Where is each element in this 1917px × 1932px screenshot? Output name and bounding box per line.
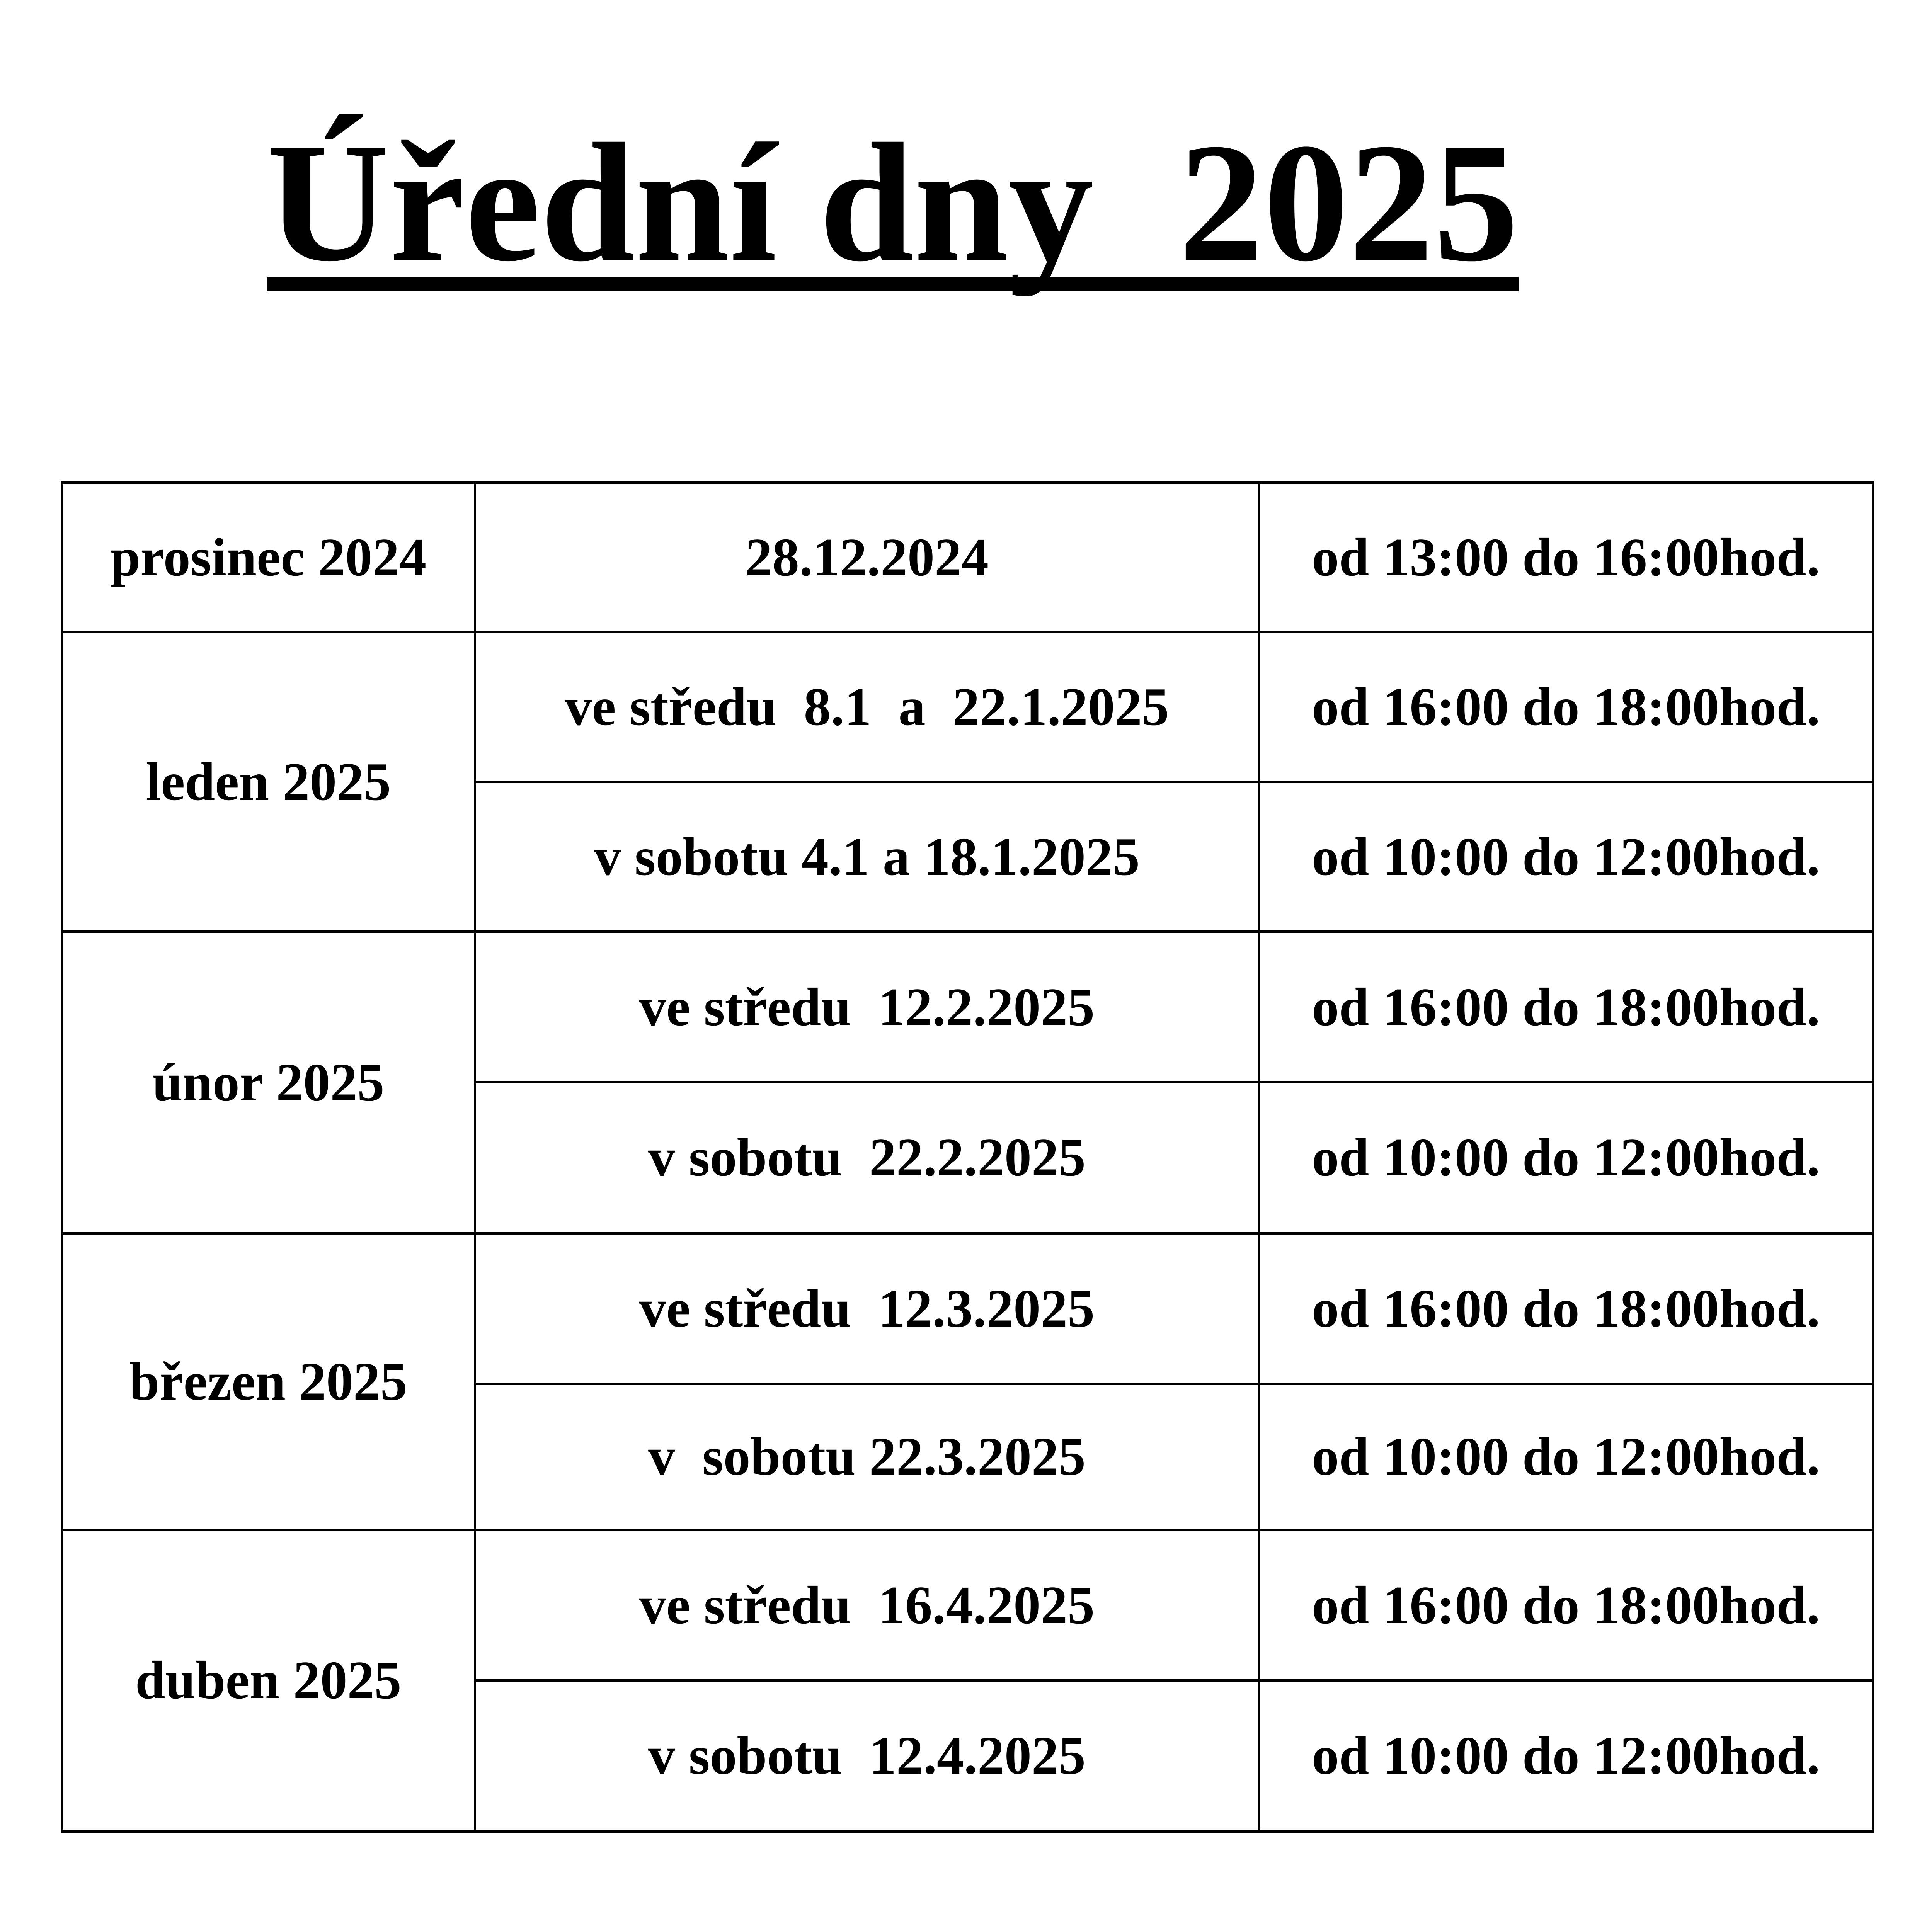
schedule-time-cell: od 10:00 do 12:00hod. xyxy=(1258,1082,1874,1235)
schedule-month-cell: únor 2025 xyxy=(61,932,476,1235)
schedule-date-cell: v sobotu 22.2.2025 xyxy=(474,1082,1260,1235)
schedule-time-cell: od 16:00 do 18:00hod. xyxy=(1258,1530,1874,1682)
table-row: únor 2025 ve středu 12.2.2025 od 16:00 d… xyxy=(61,932,1874,1235)
schedule-date-cell: ve středu 12.3.2025 xyxy=(474,1233,1260,1385)
schedule-month-cell: leden 2025 xyxy=(61,632,476,933)
schedule-date-cell: ve středu 12.2.2025 xyxy=(474,932,1260,1083)
schedule-time-cell: od 13:00 do 16:00hod. xyxy=(1258,483,1874,633)
page-title-text: Úřední dny 2025 xyxy=(267,109,1519,297)
schedule-time-cell: od 16:00 do 18:00hod. xyxy=(1258,632,1874,783)
schedule-month-cell: březen 2025 xyxy=(61,1233,476,1531)
schedule-date-cell: 28.12.2024 xyxy=(474,483,1260,633)
schedule-date-cell: v sobotu 4.1 a 18.1.2025 xyxy=(474,782,1260,933)
schedule-time-cell: od 10:00 do 12:00hod. xyxy=(1258,1384,1874,1531)
table-row: v sobotu 22.2.2025 od 10:00 do 12:00hod. xyxy=(62,1082,1874,1235)
table-row: duben 2025 ve středu 16.4.2025 od 16:00 … xyxy=(61,1530,1874,1831)
schedule-month-cell: prosinec 2024 xyxy=(61,483,476,633)
schedule-time-cell: od 10:00 do 12:00hod. xyxy=(1258,782,1874,933)
table-row: v sobotu 22.3.2025 od 10:00 do 12:00hod. xyxy=(62,1384,1874,1531)
page-title: Úřední dny 2025 xyxy=(267,105,1519,301)
schedule-time-cell: od 16:00 do 18:00hod. xyxy=(1258,932,1874,1083)
table-row: prosinec 2024 28.12.2024 od 13:00 do 16:… xyxy=(61,483,1874,633)
table-row: v sobotu 12.4.2025 od 10:00 do 12:00hod. xyxy=(62,1680,1874,1831)
schedule-time-cell: od 10:00 do 12:00hod. xyxy=(1258,1680,1874,1831)
schedule-date-cell: v sobotu 12.4.2025 xyxy=(474,1680,1260,1831)
schedule-date-cell: v sobotu 22.3.2025 xyxy=(474,1384,1260,1531)
table-row: leden 2025 ve středu 8.1 a 22.1.2025 od … xyxy=(61,632,1874,933)
schedule-date-cell: ve středu 8.1 a 22.1.2025 xyxy=(474,632,1260,783)
schedule-table: prosinec 2024 28.12.2024 od 13:00 do 16:… xyxy=(61,481,1874,1833)
schedule-date-cell: ve středu 16.4.2025 xyxy=(474,1530,1260,1682)
schedule-time-cell: od 16:00 do 18:00hod. xyxy=(1258,1233,1874,1385)
table-row: březen 2025 ve středu 12.3.2025 od 16:00… xyxy=(61,1233,1874,1531)
schedule-month-cell: duben 2025 xyxy=(61,1530,476,1831)
table-row: v sobotu 4.1 a 18.1.2025 od 10:00 do 12:… xyxy=(62,782,1874,933)
